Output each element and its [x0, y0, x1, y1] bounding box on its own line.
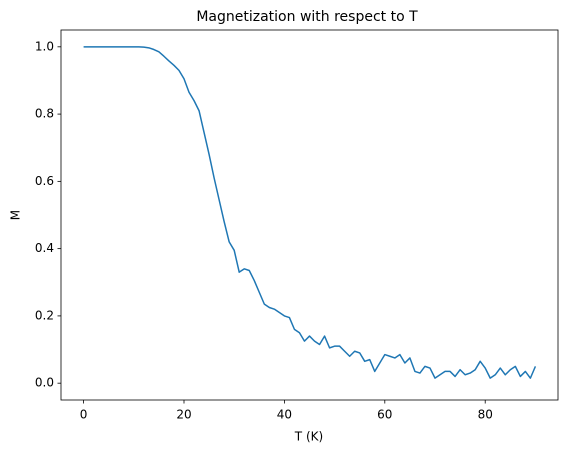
data-line [83, 46, 537, 379]
x-tick-label: 0 [80, 408, 88, 422]
x-tick-label: 20 [176, 408, 191, 422]
y-tick-label: 0.4 [35, 241, 54, 255]
y-tick-label: 0.6 [35, 174, 54, 188]
y-tick-label: 1.0 [35, 39, 54, 53]
y-tick-label: 0.8 [35, 107, 54, 121]
x-axis-label: T (K) [294, 430, 323, 444]
x-tick-label: 60 [377, 408, 392, 422]
y-axis-label: M [9, 210, 23, 220]
y-tick-label: 0.2 [35, 308, 54, 322]
x-tick-label: 40 [277, 408, 292, 422]
x-tick-label: 80 [478, 408, 493, 422]
y-tick-label: 0.0 [35, 376, 54, 390]
chart-title: Magnetization with respect to T [196, 9, 418, 25]
plot-frame [60, 29, 559, 401]
